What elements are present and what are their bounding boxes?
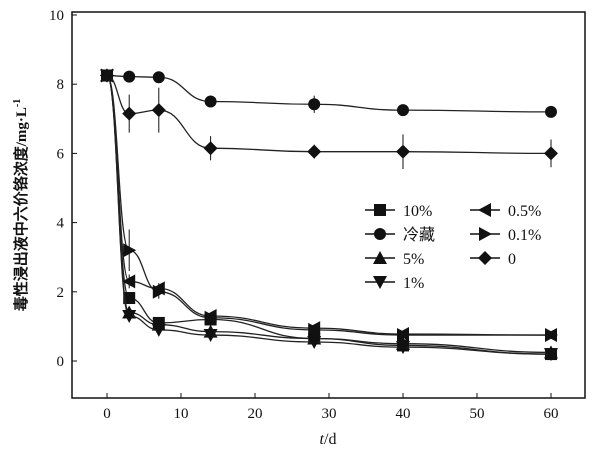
x-tick-label: 40 [396, 406, 411, 422]
legend-marker [374, 228, 386, 240]
series-0 [100, 68, 558, 169]
legend-label: 0 [508, 251, 516, 268]
series-line [106, 74, 552, 355]
x-tick-label: 30 [322, 406, 337, 422]
data-point [122, 274, 136, 289]
data-point [204, 95, 217, 108]
data-point [397, 104, 409, 117]
data-point [123, 70, 136, 83]
data-point [545, 105, 557, 118]
legend-marker [373, 276, 387, 289]
legend-label: 1% [403, 275, 424, 292]
x-axis-label: t/d [320, 431, 337, 448]
legend-marker [479, 227, 492, 241]
data-point [307, 335, 322, 349]
legend-marker [478, 251, 492, 265]
data-point [396, 144, 410, 159]
x-tick-label: 10 [174, 406, 189, 422]
data-point [203, 329, 218, 343]
data-point [397, 328, 410, 343]
y-axis-label: 毒性浸出液中六价铬浓度/mg·L-1 [12, 99, 30, 312]
series-line [106, 74, 552, 355]
series-0.1% [101, 68, 558, 343]
x-tick-label: 0 [103, 406, 111, 422]
data-point [122, 310, 137, 324]
y-tick-label: 0 [57, 354, 65, 370]
series-line [106, 74, 552, 155]
data-point [545, 328, 558, 343]
legend-marker [374, 204, 386, 216]
y-tick-label: 10 [49, 8, 64, 24]
data-point [544, 348, 558, 362]
data-point [396, 341, 410, 355]
data-point [151, 103, 166, 118]
x-tick-label: 50 [470, 406, 485, 422]
series-冷藏 [101, 69, 557, 118]
y-tick-label: 6 [57, 146, 65, 162]
data-point [100, 68, 114, 83]
x-tick-label: 60 [544, 406, 559, 422]
data-point [203, 141, 218, 156]
data-point [122, 106, 137, 121]
data-point [152, 284, 166, 299]
legend-marker [373, 251, 387, 264]
series-line [106, 74, 551, 336]
series-line [106, 74, 552, 113]
data-point [307, 144, 322, 159]
data-point [151, 323, 166, 337]
data-point [308, 98, 321, 111]
y-tick-label: 4 [57, 216, 65, 232]
data-point [204, 310, 218, 325]
data-point [123, 243, 137, 258]
legend-label: 0.5% [508, 203, 541, 220]
legend-marker [478, 203, 491, 217]
data-point [152, 71, 165, 84]
series-line [106, 74, 552, 353]
data-point [123, 292, 136, 305]
legend-label: 5% [403, 251, 424, 268]
y-tick-label: 8 [57, 77, 65, 93]
y-tick-label: 2 [57, 285, 65, 301]
legend-label: 0.1% [508, 227, 541, 244]
x-tick-label: 20 [248, 406, 263, 422]
data-point [308, 322, 322, 337]
legend-label: 冷藏 [403, 226, 435, 244]
data-point [544, 146, 558, 161]
legend-label: 10% [403, 203, 432, 220]
